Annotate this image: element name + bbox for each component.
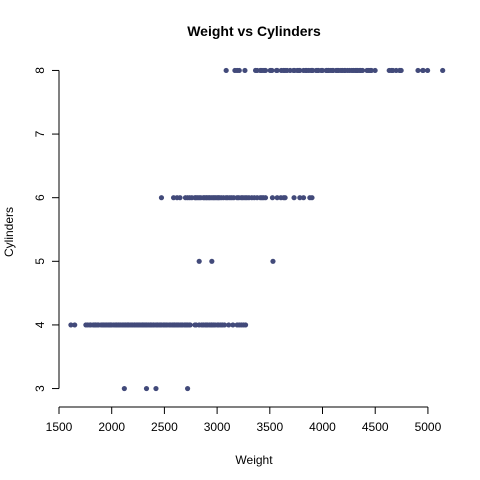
data-point <box>223 67 229 74</box>
x-tick-label: 5000 <box>415 420 442 434</box>
data-point <box>269 67 275 74</box>
data-point <box>221 322 228 328</box>
x-tick-label: 4500 <box>362 420 389 434</box>
data-point <box>196 258 202 264</box>
data-point <box>184 385 191 392</box>
data-point <box>209 258 215 264</box>
data-point <box>270 258 276 264</box>
x-tick-label: 4000 <box>309 420 336 434</box>
data-point <box>158 195 165 201</box>
data-point <box>420 67 426 74</box>
y-axis-title: Cylinders <box>2 207 16 257</box>
y-tick-label: 7 <box>33 130 47 137</box>
chart-title: Weight vs Cylinders <box>187 23 321 39</box>
x-axis: 1500 2000 2500 3000 3500 4000 4500 5000 <box>46 406 442 434</box>
data-point <box>425 67 431 74</box>
data-point <box>177 195 183 201</box>
data-point <box>440 67 446 74</box>
data-point <box>269 195 276 201</box>
data-point <box>309 195 315 201</box>
y-tick-label: 8 <box>33 67 47 74</box>
x-tick-label: 2000 <box>98 420 125 434</box>
data-point <box>236 67 242 74</box>
data-point <box>297 195 303 201</box>
x-tick-label: 3000 <box>204 420 231 434</box>
data-point <box>291 195 297 201</box>
y-tick-label: 6 <box>33 194 47 201</box>
data-point <box>274 195 280 201</box>
data-point <box>226 322 232 328</box>
data-point <box>68 322 74 328</box>
data-point <box>359 67 366 74</box>
data-point <box>262 195 269 201</box>
data-point <box>300 195 307 201</box>
data-point <box>415 67 421 74</box>
data-point <box>372 67 378 74</box>
y-axis: 3 4 5 6 7 8 <box>33 67 60 392</box>
data-point <box>274 67 280 74</box>
data-points <box>68 67 446 392</box>
data-point <box>242 67 248 74</box>
data-point <box>368 67 375 74</box>
data-point <box>319 67 326 74</box>
x-tick-label: 3500 <box>256 420 283 434</box>
data-point <box>72 322 78 328</box>
data-point <box>143 385 150 392</box>
data-point <box>230 322 236 328</box>
data-point <box>262 67 269 74</box>
data-point <box>153 385 159 392</box>
y-tick-label: 4 <box>33 321 47 328</box>
data-point <box>297 67 303 74</box>
x-axis-title: Weight <box>235 453 273 467</box>
data-point <box>187 322 193 328</box>
x-tick-label: 1500 <box>46 420 73 434</box>
data-point <box>121 385 127 392</box>
x-tick-label: 2500 <box>151 420 178 434</box>
data-point <box>242 322 249 328</box>
data-point <box>398 67 404 74</box>
y-tick-label: 3 <box>33 385 47 392</box>
data-point <box>282 195 288 201</box>
y-tick-label: 5 <box>33 258 47 265</box>
